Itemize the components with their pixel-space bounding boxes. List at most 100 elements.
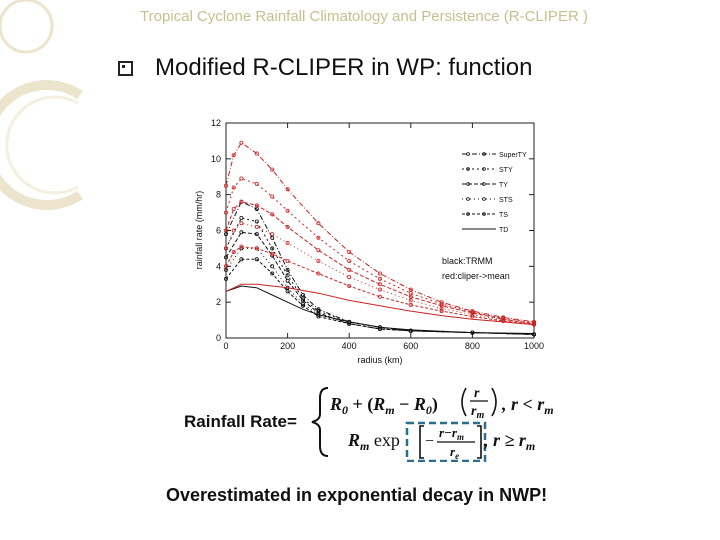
left-brace xyxy=(311,387,329,457)
y-tick-label-5: 10 xyxy=(211,154,221,164)
data-point-cliper-ts-6 xyxy=(316,271,321,276)
data-point-trmm-ts-11 xyxy=(531,332,536,337)
decorative-ring-large xyxy=(0,80,83,210)
data-point-cliper-ty-6 xyxy=(316,248,321,253)
data-point-cliper-sty-7 xyxy=(347,258,352,263)
decorative-ring-small xyxy=(0,0,54,54)
case1-fraction-num: r xyxy=(474,386,480,401)
case1-r0-sub: 0 xyxy=(342,403,348,417)
case1-r0: R xyxy=(329,394,342,414)
data-point-cliper-superty-3 xyxy=(254,151,259,156)
legend-marker-a-sts xyxy=(466,197,470,201)
data-point-cliper-ts-4 xyxy=(270,251,275,256)
data-point-trmm-ts-2 xyxy=(254,257,259,262)
bullet-text: Modified R-CLIPER in WP: function xyxy=(155,54,533,81)
caption-text: Overestimated in exponential decay in NW… xyxy=(166,485,548,505)
case2-rm-sub: m xyxy=(360,439,369,453)
legend-marker-a-sty xyxy=(466,167,470,171)
annotation-red-cliper: red:cliper->mean xyxy=(442,271,510,281)
legend-label-td: TD xyxy=(499,227,508,234)
y-tick-label-2: 4 xyxy=(216,261,221,271)
data-point-cliper-ty-4 xyxy=(270,212,275,217)
y-axis-label: rainfall rate (mm/hr) xyxy=(194,191,204,270)
data-point-cliper-sty-8 xyxy=(377,276,382,281)
series-line-cliper-sts xyxy=(225,222,535,325)
case2-condition: , r ≥ rm xyxy=(483,430,535,453)
data-point-cliper-superty-8 xyxy=(377,271,382,276)
legend-marker-a-ts xyxy=(466,212,470,216)
data-point-cliper-ty-0 xyxy=(224,228,229,233)
x-tick-label-3: 600 xyxy=(403,341,418,351)
data-point-cliper-ts-9 xyxy=(408,302,413,307)
case1-r0b: R xyxy=(413,394,426,414)
data-point-cliper-ty-7 xyxy=(347,267,352,272)
case2-fraction-num: r−rm xyxy=(439,425,464,442)
data-point-cliper-sty-6 xyxy=(316,235,321,240)
legend-label-ts: TS xyxy=(499,212,508,219)
highlight-box xyxy=(405,421,487,462)
data-point-cliper-sts-4 xyxy=(270,232,275,237)
case1-den-r: r xyxy=(471,404,477,419)
data-point-cliper-ts-10 xyxy=(439,309,444,314)
rainfall-rate-formula: Rainfall Rate= R0 + (Rm − R0) r rm , r <… xyxy=(180,382,600,462)
case2-cond-text: , r ≥ r xyxy=(483,430,527,450)
data-point-cliper-ts-11 xyxy=(470,314,475,319)
case1-den-sub: m xyxy=(476,410,484,421)
series-line-cliper-sty xyxy=(225,177,535,324)
case1-close: ) xyxy=(432,394,438,415)
slide-title: Tropical Cyclone Rainfall Climatology an… xyxy=(140,8,588,25)
annotation-black-trmm: black:TRMM xyxy=(442,256,493,266)
data-point-trmm-ts-9 xyxy=(408,328,413,333)
data-point-cliper-ty-3 xyxy=(254,203,259,208)
data-point-cliper-ts-0 xyxy=(224,264,229,269)
case1-condition: , r < rm xyxy=(501,394,554,417)
data-point-cliper-sts-2 xyxy=(239,221,244,226)
legend-label-sts: STS xyxy=(499,197,513,204)
data-point-trmm-ty-5 xyxy=(301,298,306,303)
legend-marker-a-superty xyxy=(466,152,470,156)
legend-label-sty: STY xyxy=(499,167,513,174)
decorative-ring-inner xyxy=(5,95,79,195)
series-line-cliper-ts xyxy=(225,246,535,326)
series-line-trmm-ty xyxy=(225,231,535,335)
data-point-cliper-sts-9 xyxy=(408,298,413,303)
case1-paren-close xyxy=(491,387,497,417)
data-point-cliper-ts-8 xyxy=(377,294,382,299)
x-tick-label-4: 800 xyxy=(465,341,480,351)
legend-marker-b-ts xyxy=(482,212,486,216)
data-point-cliper-sts-6 xyxy=(316,258,321,263)
case2-negative: − xyxy=(425,433,434,450)
series-line-trmm-td xyxy=(225,285,535,334)
data-point-cliper-ty-1 xyxy=(231,207,236,212)
data-point-cliper-ts-7 xyxy=(347,283,352,288)
data-point-cliper-ts-2 xyxy=(239,244,244,249)
y-tick-label-4: 8 xyxy=(216,190,221,200)
data-point-cliper-ty-5 xyxy=(285,224,290,229)
case1-cond-sub: m xyxy=(544,403,553,417)
case2-den-sub: e xyxy=(455,451,459,461)
data-point-trmm-ts-0 xyxy=(224,276,229,281)
data-point-trmm-sty-1 xyxy=(239,216,244,221)
data-point-cliper-sts-8 xyxy=(377,287,382,292)
case2-den-r: r xyxy=(450,444,456,459)
data-point-trmm-sty-2 xyxy=(254,219,259,224)
formula-case-1: R0 + (Rm − R0) xyxy=(329,394,438,417)
x-tick-label-2: 400 xyxy=(342,341,357,351)
legend-label-ty: TY xyxy=(499,182,508,189)
data-point-cliper-ts-5 xyxy=(285,258,290,263)
data-point-cliper-superty-6 xyxy=(316,221,321,226)
case1-plus: + ( xyxy=(348,394,373,415)
series-line-trmm-superty xyxy=(225,201,535,335)
data-point-cliper-sty-5 xyxy=(285,208,290,213)
series-line-trmm-ts xyxy=(225,258,535,335)
data-point-cliper-sts-11 xyxy=(470,312,475,317)
y-tick-label-6: 12 xyxy=(211,118,221,128)
data-point-cliper-ty-10 xyxy=(439,303,444,308)
data-point-trmm-ty-4 xyxy=(285,278,290,283)
case2-num-sub: m xyxy=(457,432,464,442)
case2-exp: exp xyxy=(369,430,400,450)
legend-label-superty: SuperTY xyxy=(499,152,527,159)
case1-minus: − xyxy=(395,394,414,414)
data-point-trmm-ts-1 xyxy=(239,257,244,262)
